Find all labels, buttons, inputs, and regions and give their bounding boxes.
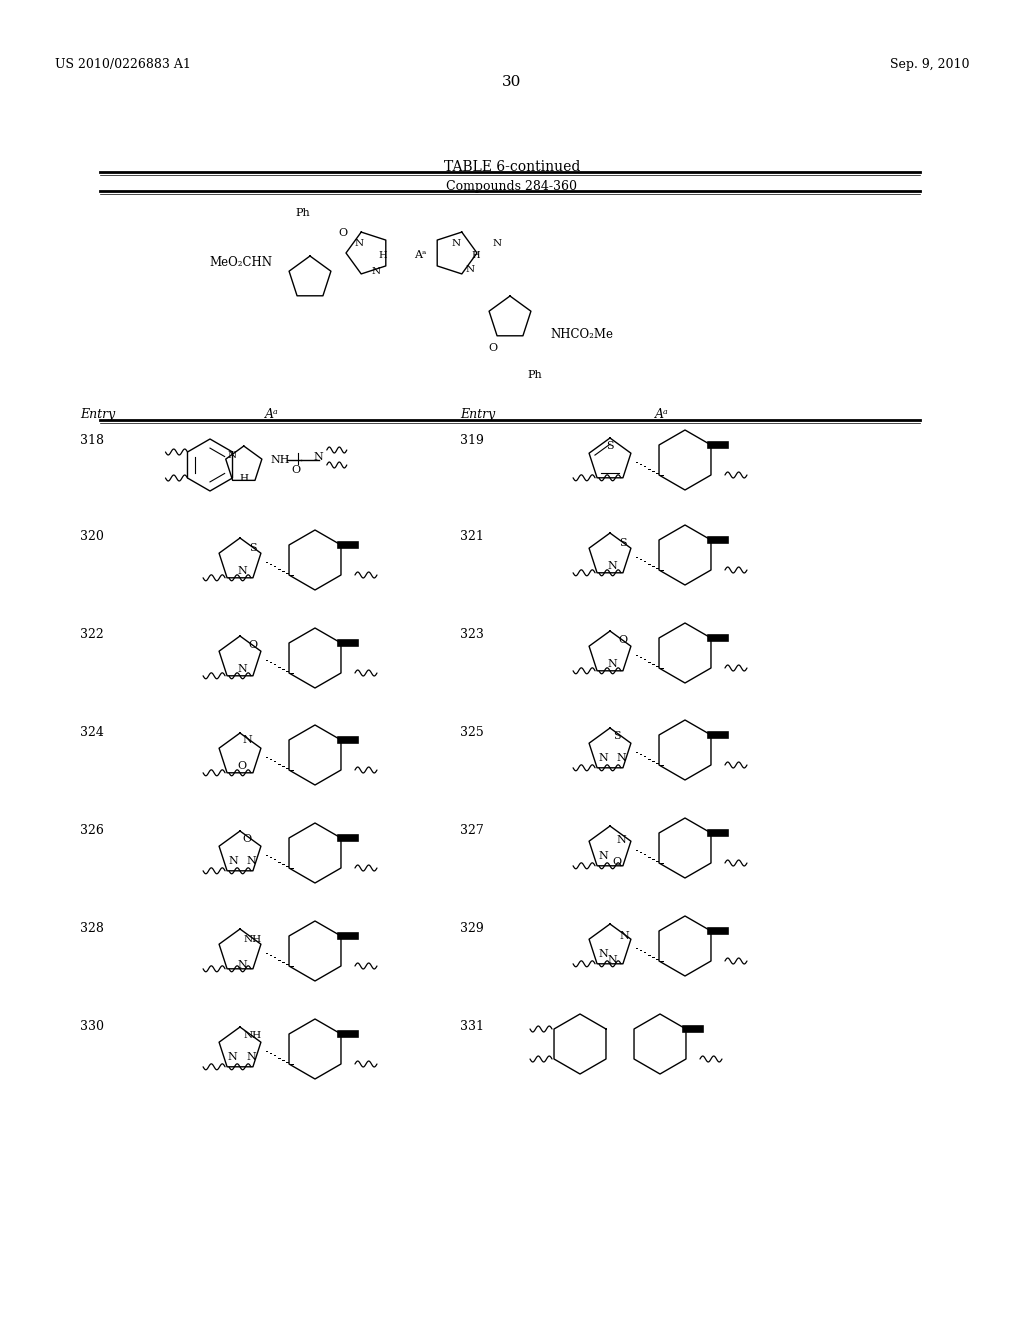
Text: 30: 30 <box>503 75 521 88</box>
Text: N: N <box>607 954 616 965</box>
Text: 324: 324 <box>80 726 103 739</box>
Text: N: N <box>355 239 365 248</box>
Text: N: N <box>620 931 629 941</box>
Text: N: N <box>607 659 616 669</box>
Text: O: O <box>243 834 252 843</box>
Text: 326: 326 <box>80 824 103 837</box>
Text: NH: NH <box>244 1031 262 1040</box>
Text: Aᵃ: Aᵃ <box>265 408 279 421</box>
Text: S: S <box>606 441 613 451</box>
Text: O: O <box>338 228 347 238</box>
Text: 322: 322 <box>80 628 103 642</box>
Text: 327: 327 <box>460 824 483 837</box>
Text: H: H <box>471 251 479 260</box>
Text: 318: 318 <box>80 434 104 447</box>
Text: Compounds 284-360: Compounds 284-360 <box>446 180 578 193</box>
Text: TABLE 6-continued: TABLE 6-continued <box>443 160 581 174</box>
Text: 321: 321 <box>460 531 484 543</box>
Text: NHCO₂Me: NHCO₂Me <box>550 329 613 342</box>
Text: N: N <box>242 735 252 744</box>
Text: Aᵃ: Aᵃ <box>414 249 426 260</box>
Text: N: N <box>246 1052 256 1063</box>
Text: O: O <box>618 635 628 645</box>
Text: S: S <box>249 543 257 553</box>
Text: H: H <box>240 474 248 483</box>
Text: N: N <box>598 851 608 861</box>
Text: 323: 323 <box>460 628 484 642</box>
Text: 320: 320 <box>80 531 103 543</box>
Text: 329: 329 <box>460 921 483 935</box>
Text: Ph: Ph <box>295 209 309 218</box>
Text: 325: 325 <box>460 726 483 739</box>
Text: N: N <box>227 1052 237 1063</box>
Text: MeO₂CHN: MeO₂CHN <box>209 256 272 269</box>
Text: S: S <box>613 731 621 741</box>
Text: H: H <box>378 252 387 260</box>
Text: 331: 331 <box>460 1020 484 1034</box>
Text: Aᵃ: Aᵃ <box>655 408 669 421</box>
Text: O: O <box>291 465 300 475</box>
Text: NH: NH <box>270 455 290 465</box>
Text: N: N <box>238 566 247 576</box>
Text: O: O <box>488 343 497 352</box>
Text: N: N <box>228 855 238 866</box>
Text: N: N <box>493 239 502 248</box>
Text: N: N <box>372 268 381 276</box>
Text: N: N <box>227 451 237 459</box>
Text: Sep. 9, 2010: Sep. 9, 2010 <box>891 58 970 71</box>
Text: Entry: Entry <box>460 408 496 421</box>
Text: 319: 319 <box>460 434 484 447</box>
Text: Ph: Ph <box>527 370 542 380</box>
Text: N: N <box>598 752 608 763</box>
Text: N: N <box>616 836 626 845</box>
Text: N: N <box>466 265 475 275</box>
Text: N: N <box>314 451 324 462</box>
Text: O: O <box>612 857 622 867</box>
Text: O: O <box>249 640 258 649</box>
Text: N: N <box>238 664 247 675</box>
Text: N: N <box>607 561 616 572</box>
Text: US 2010/0226883 A1: US 2010/0226883 A1 <box>55 58 190 71</box>
Text: N: N <box>616 752 626 763</box>
Text: N: N <box>238 960 247 970</box>
Text: NH: NH <box>244 935 262 944</box>
Text: 330: 330 <box>80 1020 104 1034</box>
Text: S: S <box>620 539 627 548</box>
Text: 328: 328 <box>80 921 103 935</box>
Text: O: O <box>238 762 247 771</box>
Text: Entry: Entry <box>80 408 116 421</box>
Text: N: N <box>246 855 256 866</box>
Text: N: N <box>452 239 461 248</box>
Text: N: N <box>598 949 608 960</box>
